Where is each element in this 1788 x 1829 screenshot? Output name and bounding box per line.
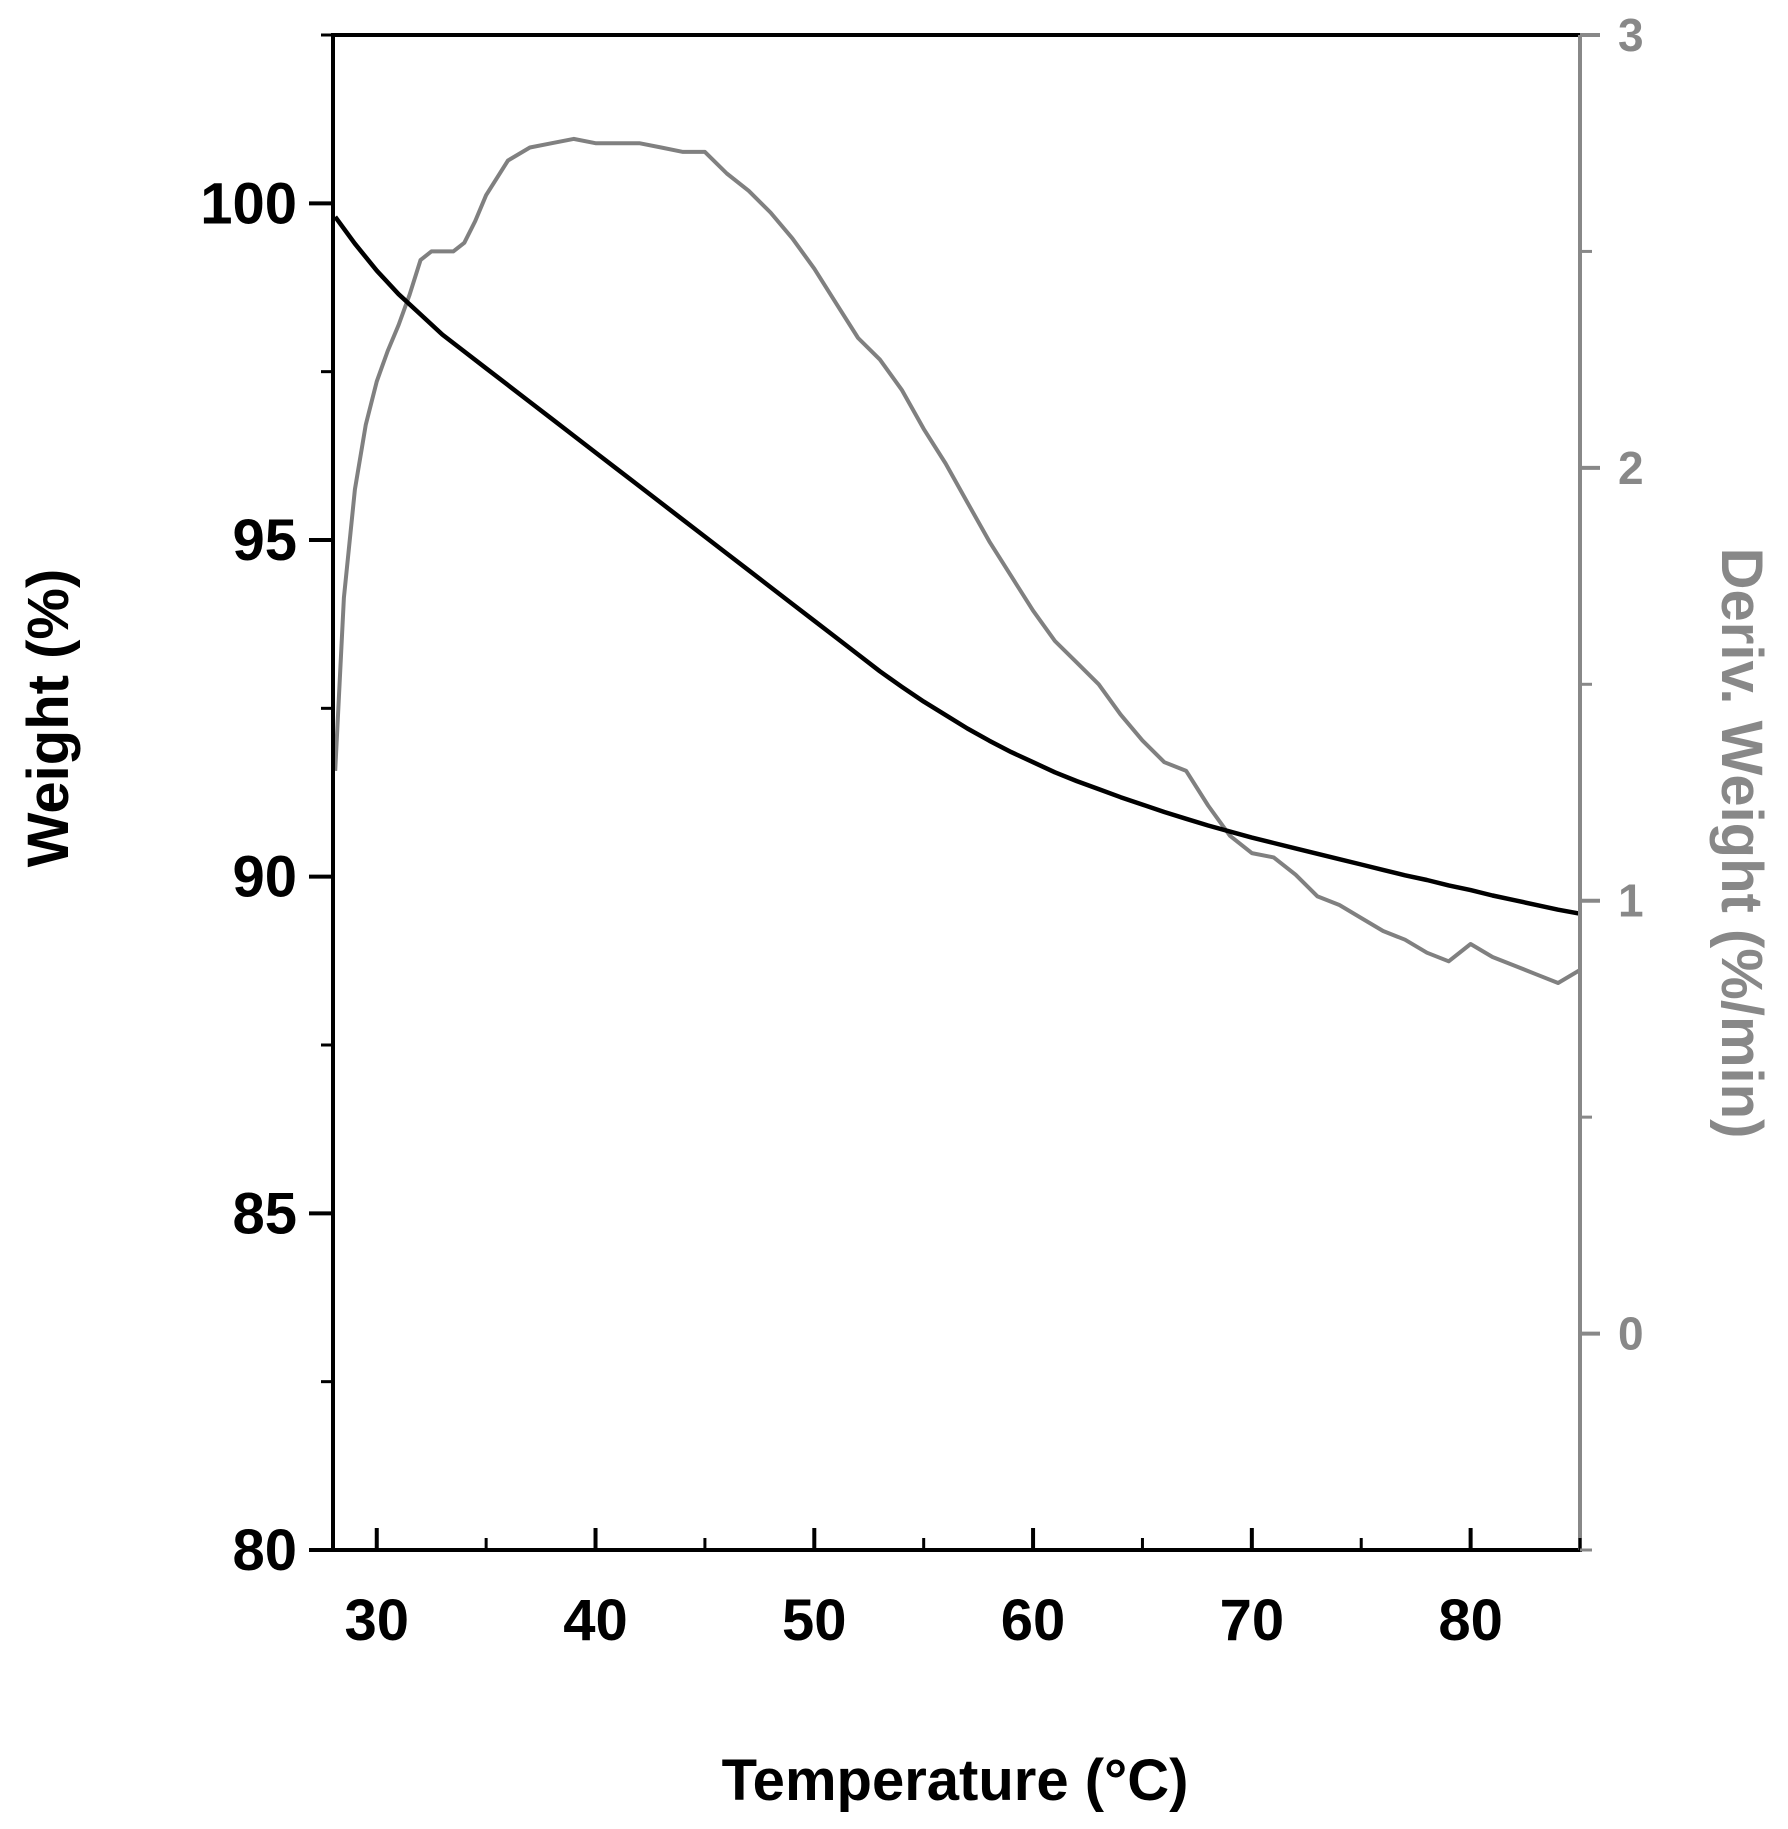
weight-series-line — [333, 215, 1581, 916]
x-tick-label: 60 — [1001, 1588, 1066, 1653]
y2-tick-label: 0 — [1618, 1308, 1644, 1360]
y-tick-label: 90 — [232, 845, 297, 910]
y2-tick-label: 2 — [1618, 442, 1644, 494]
y-tick-label: 85 — [232, 1181, 297, 1246]
y-tick-label: 95 — [232, 508, 297, 573]
x-axis-title: Temperature (°C) — [722, 1748, 1189, 1813]
y-tick-label: 80 — [232, 1518, 297, 1583]
y2-tick-label: 3 — [1618, 9, 1644, 61]
y2-tick-label: 1 — [1618, 875, 1644, 927]
x-tick-label: 40 — [563, 1588, 628, 1653]
left-y-axis-title: Weight (%) — [16, 569, 81, 868]
x-tick-label: 50 — [782, 1588, 847, 1653]
x-tick-label: 70 — [1220, 1588, 1285, 1653]
deriv-weight-series-line — [333, 136, 1582, 985]
x-tick-label: 30 — [344, 1588, 409, 1653]
right-y-axis-title: Deriv. Weight (%/min) — [1709, 548, 1774, 1139]
y-tick-label: 100 — [200, 171, 297, 236]
x-tick-label: 80 — [1438, 1588, 1503, 1653]
